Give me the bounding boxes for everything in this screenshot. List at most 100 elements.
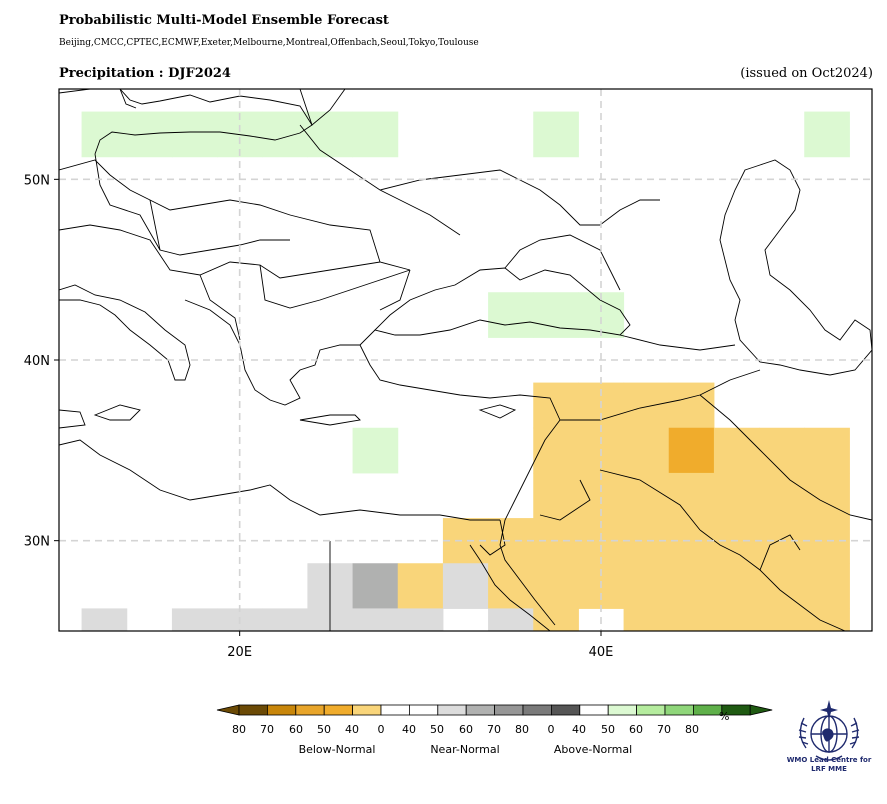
legend-swatch [721, 704, 751, 716]
forecast-cell [488, 292, 534, 338]
grid-lines [59, 89, 872, 631]
forecast-cell [533, 382, 579, 429]
forecast-cell [126, 111, 173, 158]
legend-swatch [380, 704, 410, 716]
legend-value-label: 50 [430, 723, 444, 736]
page-title: Probabilistic Multi-Model Ensemble Forec… [59, 13, 389, 28]
legend-value-label: 60 [289, 723, 303, 736]
forecast-cell [623, 427, 670, 474]
legend-labels: 80 70 60 50 40 0 40 50 60 70 80 0 40 50 60 70 80 [232, 723, 699, 736]
legend-value-label: 80 [515, 723, 529, 736]
forecast-cell [804, 608, 850, 631]
forecast-cell [759, 608, 805, 631]
logo-caption-line2: LRF MME [811, 765, 847, 773]
y-tick-label: 40N [24, 354, 50, 369]
forecast-cell [759, 427, 805, 474]
coastlines-and-borders [59, 89, 872, 631]
forecast-cell [668, 427, 715, 474]
forecast-cell [533, 472, 579, 519]
legend-value-label: 70 [657, 723, 671, 736]
forecast-cell [623, 608, 670, 631]
legend-swatch [636, 704, 666, 716]
legend-value-label: 40 [402, 723, 416, 736]
legend-colorbar [216, 704, 773, 716]
legend-value-label: 60 [459, 723, 473, 736]
forecast-cell [352, 563, 399, 609]
legend-swatch [465, 704, 496, 716]
legend-category-above: Above-Normal [554, 743, 632, 756]
y-tick-label: 50N [24, 173, 50, 188]
y-tick-label: 30N [24, 535, 50, 550]
forecast-cell [533, 292, 579, 338]
forecast-cell [533, 111, 579, 158]
legend-arrow-right [749, 704, 773, 716]
legend-value-label: 80 [685, 723, 699, 736]
forecast-cell [352, 608, 399, 631]
legend-value-label: 70 [260, 723, 274, 736]
model-list: Beijing,CMCC,CPTEC,ECMWF,Exeter,Melbourn… [59, 38, 479, 48]
forecast-cell [352, 427, 399, 474]
legend-swatch [437, 704, 467, 716]
forecast-cell [307, 111, 354, 158]
legend-value-label: 70 [487, 723, 501, 736]
forecast-cell [668, 563, 715, 609]
forecast-cell [397, 563, 444, 609]
legend-value-label: 40 [345, 723, 359, 736]
forecast-cell [804, 111, 850, 158]
forecast-cell [668, 472, 715, 519]
legend-swatch [408, 704, 439, 716]
forecast-cell [488, 608, 534, 631]
logo-caption: WMO Lead Centre for LRF MME [782, 756, 876, 774]
forecast-cell [713, 427, 760, 474]
legend-value-label: 0 [548, 723, 555, 736]
legend-swatch [323, 704, 354, 716]
legend-category-near: Near-Normal [430, 743, 499, 756]
probability-cells [81, 111, 850, 631]
forecast-cell [623, 382, 670, 429]
forecast-cell [262, 111, 308, 158]
axis-ticks: 20E 40E 30N 40N 50N [24, 173, 614, 660]
forecast-cell [352, 111, 399, 158]
issue-date: (issued on Oct2024) [740, 66, 873, 81]
forecast-cell [804, 427, 850, 474]
legend-swatch [551, 704, 581, 716]
legend-unit: % [719, 710, 729, 723]
map-subtitle: Precipitation : DJF2024 [59, 66, 231, 81]
forecast-cell [713, 563, 760, 609]
legend-swatch [266, 704, 297, 716]
legend-swatch [664, 704, 694, 716]
forecast-cell [397, 608, 444, 631]
legend-value-label: 50 [601, 723, 615, 736]
forecast-cell [171, 608, 218, 631]
legend-swatch [494, 704, 524, 716]
x-tick-label: 40E [589, 645, 614, 660]
forecast-cell [533, 427, 579, 474]
legend-value-label: 60 [629, 723, 643, 736]
forecast-cell [81, 608, 128, 631]
logo-caption-line1: WMO Lead Centre for [786, 756, 872, 764]
legend-swatch [607, 704, 638, 716]
legend-swatch [238, 704, 268, 716]
legend-value-label: 40 [572, 723, 586, 736]
x-tick-label: 20E [227, 645, 252, 660]
forecast-cell [623, 563, 670, 609]
forecast-cell [533, 608, 579, 631]
forecast-cell [623, 472, 670, 519]
legend-arrow-left [216, 704, 240, 716]
legend-value-label: 0 [378, 723, 385, 736]
legend-swatch [522, 704, 552, 716]
legend-swatch [352, 704, 382, 716]
legend-value-label: 80 [232, 723, 246, 736]
forecast-cell [442, 563, 489, 609]
forecast-cell [804, 563, 850, 609]
wmo-logo [798, 700, 860, 761]
legend-category-below: Below-Normal [299, 743, 376, 756]
forecast-cell [533, 563, 579, 609]
legend-swatch [693, 704, 723, 716]
legend-swatch [579, 704, 609, 716]
forecast-map: 20E 40E 30N 40N 50N [24, 88, 873, 660]
forecast-cell [81, 111, 128, 158]
forecast-cell [171, 111, 218, 158]
forecast-cell [713, 472, 760, 519]
forecast-cell [262, 608, 308, 631]
